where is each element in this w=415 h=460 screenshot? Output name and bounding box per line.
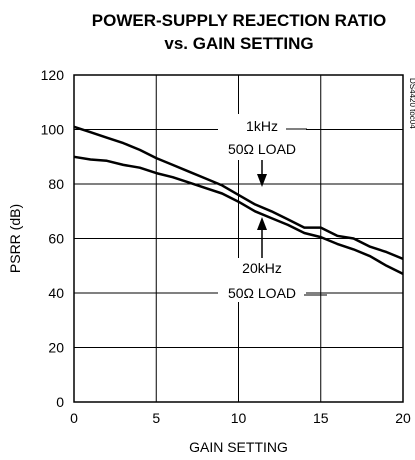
y-tick-label: 20 <box>48 340 64 356</box>
annotation-1khz-freq: 1kHz <box>246 118 278 134</box>
annotation-20khz-load: 50Ω LOAD <box>228 285 296 301</box>
x-tick-label: 20 <box>395 410 411 426</box>
plot-frame <box>73 74 404 403</box>
y-tick-label: 60 <box>48 231 64 247</box>
chart-title-line1: POWER-SUPPLY REJECTION RATIO <box>92 11 386 30</box>
document-id: DS4420 toc04 <box>408 78 415 129</box>
annotation-20khz-background <box>218 258 306 302</box>
y-tick-label: 0 <box>56 394 64 410</box>
y-tick-label: 120 <box>41 67 65 83</box>
annotation-1khz-background <box>218 114 306 160</box>
series-line-1 <box>73 125 404 261</box>
x-tick-label: 15 <box>313 410 329 426</box>
y-tick-label: 40 <box>48 285 64 301</box>
y-tick-label: 80 <box>48 176 64 192</box>
annotation-1khz-load: 50Ω LOAD <box>228 141 296 157</box>
x-tick-label: 5 <box>152 410 160 426</box>
annotation-20khz-arrowhead <box>257 217 267 230</box>
series-lines <box>73 125 404 276</box>
annotation-20khz-freq: 20kHz <box>242 260 282 276</box>
x-axis-label: GAIN SETTING <box>189 439 288 455</box>
annotations: 1kHz 50Ω LOAD 20kHz 50Ω LOAD <box>218 114 327 302</box>
y-axis-label: PSRR (dB) <box>7 204 23 273</box>
series-line-2 <box>73 155 404 276</box>
chart-title-line2: vs. GAIN SETTING <box>164 34 313 53</box>
x-tick-label: 0 <box>70 410 78 426</box>
tick-labels: 0 5 10 15 20 0 20 40 60 80 100 120 <box>41 67 411 426</box>
x-tick-label: 10 <box>231 410 247 426</box>
annotation-1khz-arrowhead <box>257 174 267 187</box>
y-tick-label: 100 <box>41 122 65 138</box>
